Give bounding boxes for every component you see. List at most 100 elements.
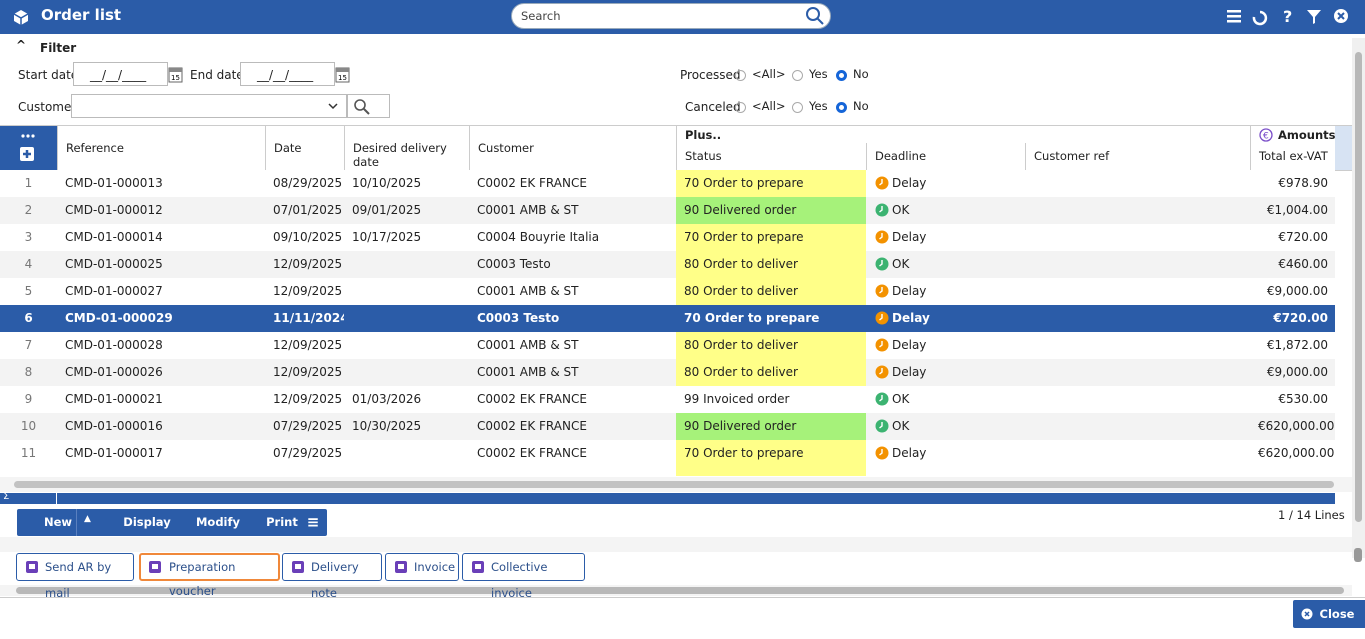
customer-cell: C0002 EK FRANCE — [469, 386, 676, 413]
status-cell: 80 Order to deliver — [676, 251, 866, 278]
dropdown-arrow[interactable] — [327, 100, 339, 112]
deadline-icon — [875, 365, 889, 379]
date-cell: 12/09/2025 — [265, 359, 344, 386]
column-header[interactable]: Date — [265, 141, 344, 155]
scroll-thumb[interactable] — [1354, 548, 1362, 562]
customer-cell: C0003 Testo — [469, 305, 676, 332]
radio-button[interactable] — [735, 102, 746, 113]
table-row[interactable]: 2CMD-01-00001207/01/202509/01/2025C0001 … — [0, 197, 1335, 224]
customer-select[interactable] — [71, 94, 347, 118]
status-cell: 70 Order to prepare — [676, 440, 866, 467]
table-row[interactable]: 3CMD-01-00001409/10/202510/17/2025C0004 … — [0, 224, 1335, 251]
processed-label: Processed — [680, 68, 741, 82]
customer-cell: C0001 AMB & ST — [469, 332, 676, 359]
header-tools[interactable]: ? — [1225, 7, 1355, 27]
radio-button[interactable] — [836, 102, 847, 113]
calendar-icon[interactable]: 15 — [335, 66, 351, 83]
table-row[interactable]: 1CMD-01-00001308/29/202510/10/2025C0002 … — [0, 170, 1335, 197]
reference-cell: CMD-01-000014 — [57, 224, 265, 251]
row-number: 7 — [0, 332, 57, 359]
column-divider — [265, 126, 266, 170]
deadline-icon — [875, 203, 889, 217]
total-cell: €460.00 — [1250, 251, 1335, 278]
date-cell: 12/09/2025 — [265, 278, 344, 305]
calendar-icon[interactable]: 15 — [168, 66, 184, 83]
table-row[interactable]: 10CMD-01-00001607/29/202510/30/2025C0002… — [0, 413, 1335, 440]
column-divider — [1250, 143, 1251, 170]
date-cell: 08/29/2025 — [265, 170, 344, 197]
table-row[interactable]: 5CMD-01-00002712/09/2025C0001 AMB & ST80… — [0, 278, 1335, 305]
column-header[interactable]: Status — [676, 149, 866, 163]
svg-text:?: ? — [1283, 7, 1292, 26]
row-number: 2 — [0, 197, 57, 224]
status-cell: 99 Invoiced order — [676, 386, 866, 413]
row-number: 1 — [0, 170, 57, 197]
customer-cell: C0002 EK FRANCE — [469, 170, 676, 197]
reference-cell: CMD-01-000027 — [57, 278, 265, 305]
radio-button[interactable] — [792, 70, 803, 81]
radio-label: No — [853, 67, 869, 81]
action-icon — [147, 559, 163, 575]
currency-icon: € — [1259, 128, 1273, 142]
sum-icon: Σ — [3, 491, 9, 502]
column-header[interactable]: Desired delivery date — [344, 141, 469, 169]
date-cell: 12/09/2025 — [265, 251, 344, 278]
date-cell: 12/09/2025 — [265, 386, 344, 413]
end-date-mask: __/__/____ — [257, 68, 313, 82]
table-row[interactable]: 6CMD-01-00002911/11/2024C0003 Testo70 Or… — [0, 305, 1335, 332]
row-number: 9 — [0, 386, 57, 413]
row-number: 4 — [0, 251, 57, 278]
search-icon[interactable] — [805, 6, 825, 26]
column-header[interactable]: Reference — [57, 141, 265, 155]
deadline-cell: OK — [866, 197, 1025, 224]
table-row[interactable]: 8CMD-01-00002612/09/2025C0001 AMB & ST80… — [0, 359, 1335, 386]
status-cell: 70 Order to prepare — [676, 305, 866, 332]
column-header[interactable]: Deadline — [866, 149, 1025, 163]
action-icon — [393, 559, 409, 575]
column-divider — [676, 143, 677, 170]
line-count: 1 / 14 Lines — [1278, 508, 1345, 522]
radio-button[interactable] — [836, 70, 847, 81]
dropdown-arrow[interactable]: ▲ — [84, 514, 91, 524]
deadline-cell: Delay — [866, 440, 1025, 467]
deadline-icon — [875, 284, 889, 298]
filter-toggle[interactable]: ^ — [16, 38, 26, 52]
row-number: 5 — [0, 278, 57, 305]
column-header[interactable]: Total ex-VAT — [1250, 149, 1335, 163]
table-row[interactable]: 4CMD-01-00002512/09/2025C0003 Testo80 Or… — [0, 251, 1335, 278]
close-icon — [1301, 608, 1313, 620]
toolbar-button[interactable]: Display — [99, 509, 181, 536]
reference-cell: CMD-01-000026 — [57, 359, 265, 386]
app-icon — [12, 8, 30, 26]
table-body: 1CMD-01-00001308/29/202510/10/2025C0002 … — [0, 170, 1335, 476]
customer-cell: C0001 AMB & ST — [469, 197, 676, 224]
column-header[interactable]: Customer — [469, 141, 676, 155]
customer-cell: C0003 Testo — [469, 251, 676, 278]
group-header: Plus.. — [676, 128, 721, 142]
column-header[interactable]: Customer ref — [1025, 149, 1250, 163]
deadline-cell: OK — [866, 251, 1025, 278]
summary-divider — [56, 493, 57, 504]
deadline-icon — [875, 230, 889, 244]
radio-label: <All> — [752, 67, 786, 81]
table-row[interactable]: 7CMD-01-00002812/09/2025C0001 AMB & ST80… — [0, 332, 1335, 359]
customer-cell: C0001 AMB & ST — [469, 359, 676, 386]
radio-button[interactable] — [735, 70, 746, 81]
scroll-thumb[interactable] — [14, 481, 1334, 488]
desired-date-cell: 10/17/2025 — [344, 224, 469, 251]
deadline-cell: OK — [866, 413, 1025, 440]
separator-band — [0, 537, 1352, 552]
table-row[interactable]: 11CMD-01-00001707/29/2025C0002 EK FRANCE… — [0, 440, 1335, 467]
header-spacer — [1335, 126, 1352, 170]
radio-button[interactable] — [792, 102, 803, 113]
end-date-label: End date — [190, 68, 244, 82]
deadline-cell: Delay — [866, 278, 1025, 305]
toolbar-button[interactable]: Modify — [171, 509, 251, 536]
customer-cell: C0002 EK FRANCE — [469, 413, 676, 440]
more-button[interactable]: ≡ — [299, 509, 327, 536]
scroll-thumb[interactable] — [1355, 52, 1362, 522]
action-icon — [290, 559, 306, 575]
table-row[interactable]: 9CMD-01-00002112/09/202501/03/2026C0002 … — [0, 386, 1335, 413]
total-cell: €1,004.00 — [1250, 197, 1335, 224]
row-number: 3 — [0, 224, 57, 251]
